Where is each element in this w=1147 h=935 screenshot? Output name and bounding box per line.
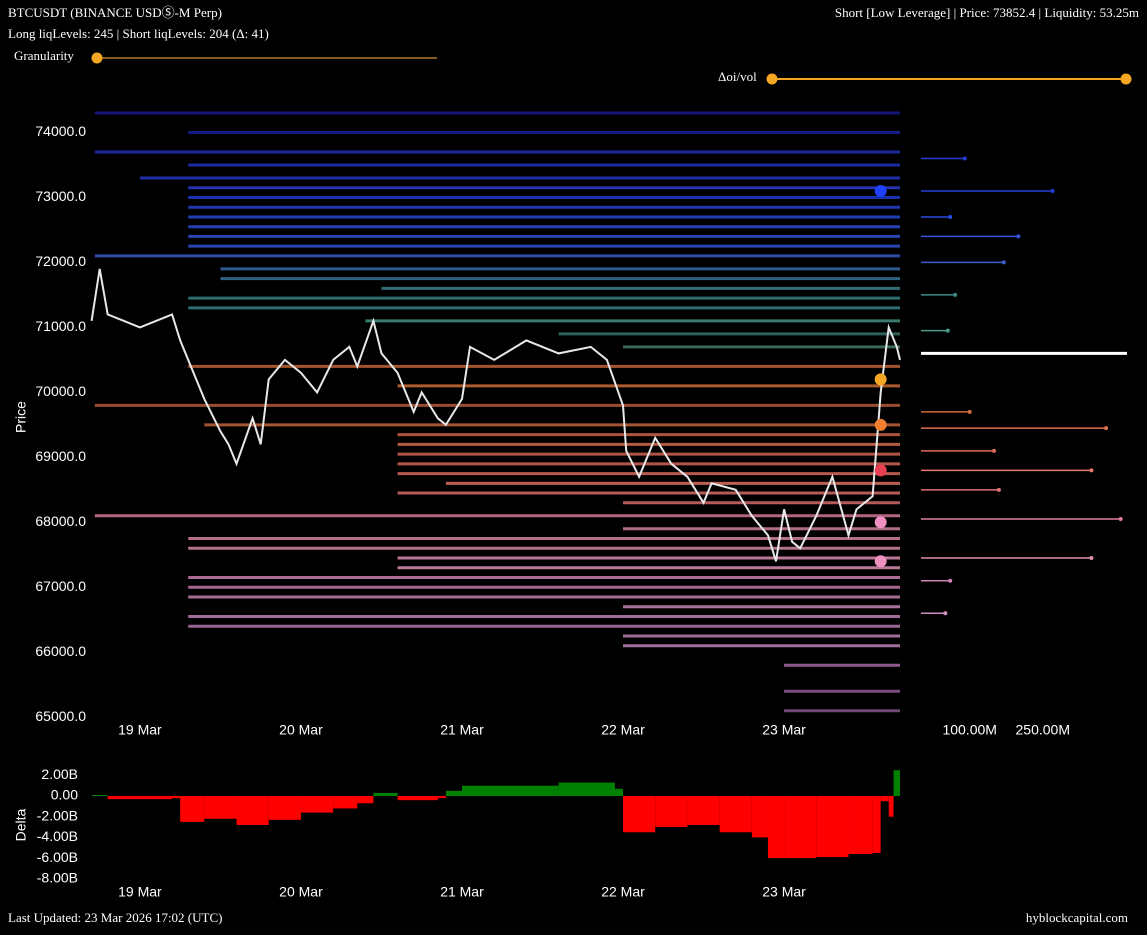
x-tick-label: 20 Mar	[279, 722, 323, 738]
liq-event	[874, 464, 887, 477]
x-tick-label: 23 Mar	[762, 722, 806, 738]
price-line	[90, 268, 901, 562]
delta-bar	[880, 796, 889, 802]
x-tick-label: 20 Mar	[279, 884, 323, 900]
y-tick-label: 68000.0	[35, 513, 86, 529]
profile-dot	[992, 448, 997, 453]
last-updated: Last Updated: 23 Mar 2026 17:02 (UTC)	[8, 910, 222, 925]
status: Short [Low Leverage] | Price: 73852.4 | …	[835, 5, 1139, 20]
y-tick-label: 71000.0	[35, 318, 86, 334]
delta-bar	[300, 796, 334, 813]
delta-bar	[719, 796, 752, 833]
liq-event	[874, 555, 887, 568]
delta-bar	[687, 796, 720, 825]
profile-dot	[962, 156, 967, 161]
delta-bar	[397, 796, 438, 801]
y-tick-label: 74000.0	[35, 123, 86, 139]
profile-tick-label: 100.00M	[942, 722, 996, 738]
x-tick-label: 21 Mar	[440, 884, 484, 900]
profile-dot	[948, 214, 953, 219]
y-tick-label: 2.00B	[41, 766, 78, 782]
delta-bar	[655, 796, 688, 828]
profile-dot	[948, 578, 953, 583]
y-tick-label: -4.00B	[37, 828, 78, 844]
profile-dot	[943, 611, 948, 616]
profile-dot	[967, 409, 972, 414]
profile-dot	[1089, 468, 1094, 473]
profile-tick-label: 250.00M	[1016, 722, 1070, 738]
delta-bar	[236, 796, 269, 825]
delta-bar	[357, 796, 374, 804]
liq-event	[874, 418, 887, 431]
oi-vol-label: Δoi/vol	[718, 69, 757, 84]
y-tick-label: -6.00B	[37, 849, 78, 865]
x-tick-label: 22 Mar	[601, 722, 645, 738]
x-tick-label: 22 Mar	[601, 884, 645, 900]
profile-dot	[996, 487, 1001, 492]
y-tick-label: 72000.0	[35, 253, 86, 269]
profile-dot	[1089, 556, 1094, 561]
delta-bar	[848, 796, 873, 854]
slider-handle[interactable]	[91, 52, 103, 64]
delta-bar	[893, 770, 900, 797]
delta-bar	[888, 796, 894, 817]
delta-bar	[437, 796, 446, 799]
delta-bar	[784, 796, 817, 859]
x-tick-label: 19 Mar	[118, 884, 162, 900]
delta-bar	[872, 796, 881, 853]
y-tick-label: 65000.0	[35, 708, 86, 724]
delta-bar	[623, 796, 656, 833]
profile-dot	[1001, 260, 1006, 265]
profile-dot	[1050, 188, 1055, 193]
delta-bar	[751, 796, 768, 838]
slider-handle[interactable]	[1120, 73, 1132, 85]
profile-dot	[953, 292, 958, 297]
delta-bar	[268, 796, 301, 820]
y-axis-title: Delta	[13, 808, 29, 841]
delta-bar	[333, 796, 358, 809]
subtitle: Long liqLevels: 245 | Short liqLevels: 2…	[8, 26, 269, 41]
liq-event	[874, 184, 887, 197]
y-tick-label: 66000.0	[35, 643, 86, 659]
profile-dot	[1016, 234, 1021, 239]
granularity-label: Granularity	[14, 48, 74, 63]
y-tick-label: 73000.0	[35, 188, 86, 204]
y-tick-label: 0.00	[51, 787, 78, 803]
y-tick-label: 69000.0	[35, 448, 86, 464]
delta-bar	[816, 796, 849, 858]
slider-handle[interactable]	[766, 73, 778, 85]
title: BTCUSDT (BINANCE USDⓈ-M Perp)	[8, 5, 222, 20]
y-tick-label: 70000.0	[35, 383, 86, 399]
delta-bar	[542, 785, 559, 797]
delta-bar	[461, 785, 543, 797]
delta-bar	[767, 796, 785, 859]
delta-bar	[91, 795, 108, 797]
delta-bar	[204, 796, 237, 819]
x-tick-label: 21 Mar	[440, 722, 484, 738]
x-tick-label: 23 Mar	[762, 884, 806, 900]
profile-dot	[1104, 426, 1109, 431]
delta-bar	[373, 792, 398, 797]
delta-bar	[180, 796, 205, 822]
profile-dot	[945, 328, 950, 333]
site: hyblockcapital.com	[1026, 910, 1128, 925]
delta-bar	[107, 796, 173, 800]
y-axis-title: Price	[13, 401, 29, 433]
liq-event	[874, 373, 887, 386]
delta-bar	[172, 796, 181, 799]
y-tick-label: 67000.0	[35, 578, 86, 594]
profile-dot	[1118, 517, 1123, 522]
y-tick-label: -8.00B	[37, 869, 78, 885]
y-tick-label: -2.00B	[37, 807, 78, 823]
delta-bar	[614, 788, 624, 797]
x-tick-label: 19 Mar	[118, 722, 162, 738]
delta-bar	[558, 782, 615, 797]
liq-event	[874, 516, 887, 529]
delta-bar	[445, 790, 462, 797]
